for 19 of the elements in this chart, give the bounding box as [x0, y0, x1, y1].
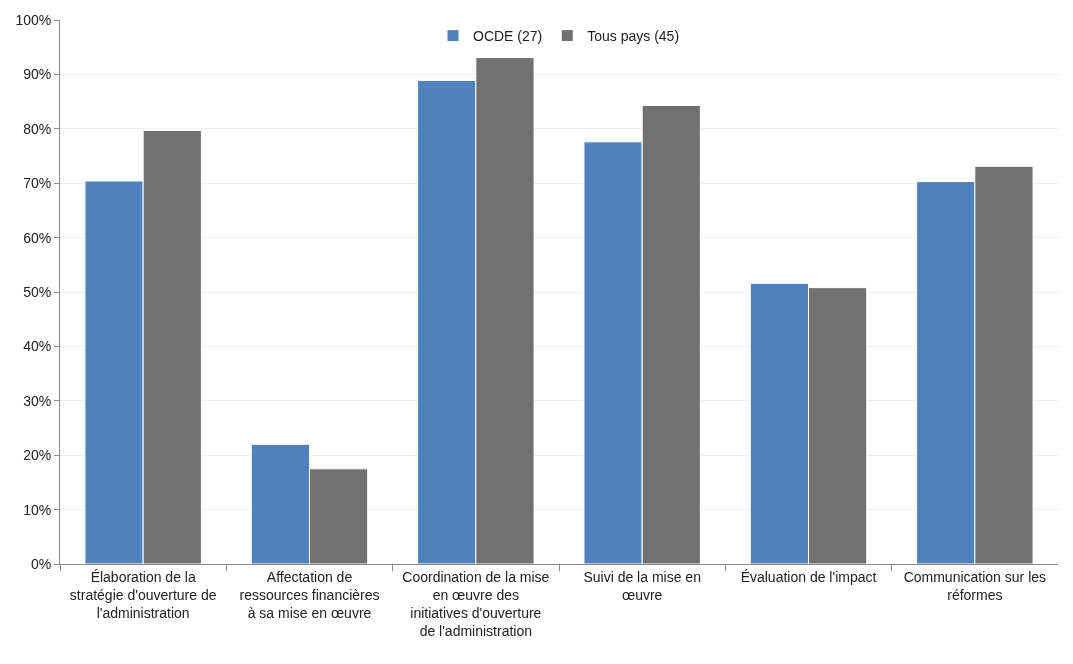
- x-tick-label: Communication sur les réformes: [903, 568, 1047, 603]
- x-tick-label: Élaboration de la stratégie d'ouverture de l'administration: [69, 568, 217, 622]
- y-tick-label: 0%: [30, 555, 52, 572]
- x-tick-label: Affectation de ressources financières à sa mise en œuvre: [239, 568, 380, 622]
- legend-label: Tous pays (45): [587, 28, 680, 45]
- y-tick-label: 30%: [23, 392, 52, 409]
- y-tick-label: 50%: [23, 283, 52, 300]
- legend-label: OCDE (27): [473, 28, 543, 45]
- y-tick-label: 90%: [23, 66, 52, 83]
- x-tick-label: Coordination de la mise en œuvre des initiatives d'ouverture de l'administration: [402, 568, 550, 640]
- y-tick-label: 70%: [23, 175, 52, 192]
- y-tick-label: 60%: [23, 229, 52, 246]
- y-tick-label: 40%: [23, 338, 52, 355]
- y-tick-label: 10%: [23, 501, 52, 518]
- x-tick-label: Suivi de la mise en œuvre: [583, 568, 701, 603]
- y-tick-label: 20%: [23, 447, 52, 464]
- y-tick-label: 80%: [23, 120, 52, 137]
- y-tick-label: 100%: [15, 11, 52, 28]
- x-tick-label: Évaluation de l'impact: [740, 568, 877, 585]
